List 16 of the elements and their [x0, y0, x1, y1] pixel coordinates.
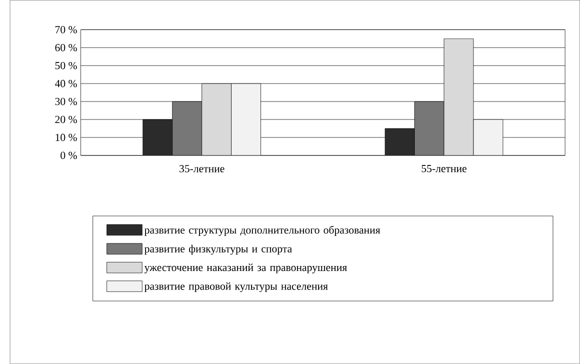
- legend-label: развитие структуры дополнительного образования: [144, 226, 380, 236]
- y-tick-label: 40 %: [54, 80, 77, 88]
- x-tick-label: 35-летние: [180, 165, 224, 172]
- legend-label: развитие физкультуры и спорта: [144, 244, 292, 255]
- legend-label: ужесточение наказаний за правонарушения: [144, 264, 347, 274]
- y-tick-label: 10 %: [56, 134, 77, 142]
- y-tick-label: 20 %: [55, 116, 77, 124]
- y-tick-label: 60 %: [55, 44, 77, 52]
- y-tick-label: 30 %: [55, 98, 77, 106]
- legend-label: развитие правовой культуры населения: [144, 282, 328, 292]
- y-tick-label: 0 %: [60, 152, 77, 160]
- x-tick-label: 55-летние: [422, 165, 466, 172]
- bar: [384, 128, 415, 156]
- bar: [142, 119, 173, 156]
- y-tick-label: 70 %: [55, 26, 77, 34]
- y-tick-label: 50 %: [55, 62, 77, 70]
